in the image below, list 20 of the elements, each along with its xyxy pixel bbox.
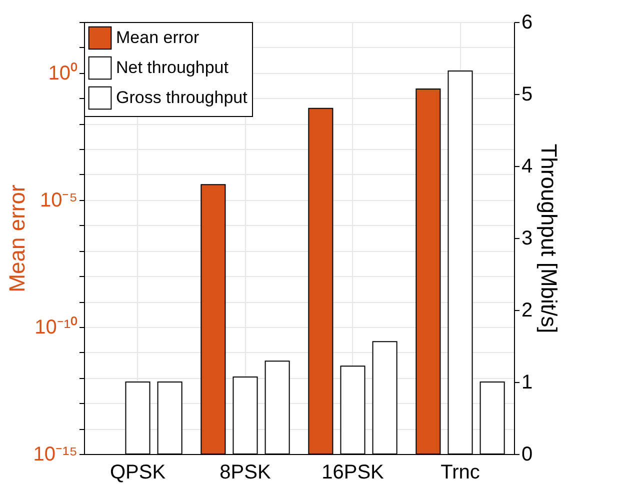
legend-label: Mean error bbox=[116, 28, 200, 47]
x-tick-label: QPSK bbox=[110, 462, 166, 484]
y2-tick-label: 3 bbox=[522, 228, 533, 250]
y2-tick-label: 4 bbox=[522, 156, 533, 178]
y-tick-label: 10⁻⁵ bbox=[40, 189, 78, 212]
legend-label: Net throughput bbox=[116, 58, 229, 77]
y-axis-title: Mean error bbox=[4, 184, 30, 292]
y-tick-label: 10⁻¹⁵ bbox=[33, 444, 78, 466]
y2-tick-label: 1 bbox=[522, 372, 533, 394]
x-tick-label: 8PSK bbox=[220, 462, 272, 484]
y2-tick-label: 6 bbox=[522, 12, 533, 34]
y2-tick-label: 2 bbox=[522, 300, 533, 322]
y2-tick-label: 5 bbox=[522, 84, 533, 106]
y-tick-label: 10⁰ bbox=[48, 61, 78, 84]
y-tick-label: 10⁻¹⁰ bbox=[34, 315, 78, 338]
x-tick-label: 16PSK bbox=[322, 462, 385, 484]
y2-axis-title: Throughput [Mbit/s] bbox=[536, 144, 562, 334]
x-tick-label: Trnc bbox=[440, 462, 480, 484]
legend-label: Gross throughput bbox=[116, 88, 248, 107]
y2-tick-label: 0 bbox=[522, 444, 533, 466]
